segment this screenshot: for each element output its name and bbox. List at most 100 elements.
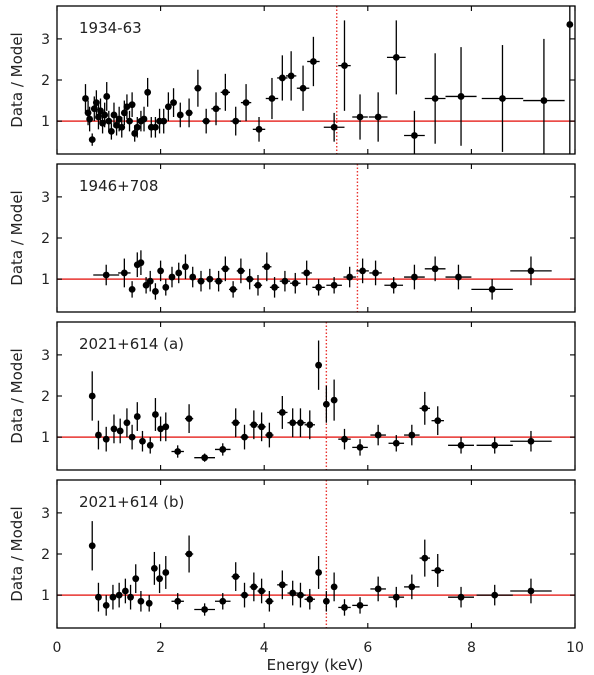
data-point (312, 279, 325, 296)
data-marker (232, 573, 240, 581)
data-marker (128, 433, 136, 441)
data-point (249, 572, 258, 602)
data-point (404, 424, 420, 446)
data-marker (330, 396, 338, 404)
data-marker (201, 454, 209, 462)
data-marker (289, 589, 297, 597)
data-point (123, 94, 131, 120)
data-point (245, 268, 254, 290)
y-tick-label: 1 (41, 588, 50, 604)
y-tick-label: 2 (41, 73, 50, 89)
data-point (95, 582, 102, 612)
data-point (86, 106, 94, 132)
data-marker (185, 415, 193, 423)
data-marker (289, 419, 297, 427)
data-marker (118, 123, 126, 131)
data-point (269, 277, 280, 298)
data-marker (162, 283, 170, 291)
data-point (253, 275, 263, 296)
data-marker (152, 123, 159, 131)
data-point (448, 437, 474, 454)
data-point (202, 108, 211, 134)
data-point (184, 535, 194, 573)
data-marker (434, 417, 442, 425)
data-point (184, 404, 194, 433)
data-point (240, 582, 249, 608)
panel-label: 1934-63 (79, 19, 142, 37)
data-marker (95, 431, 102, 439)
data-point (150, 551, 158, 585)
data-marker (242, 99, 250, 107)
data-point (352, 597, 368, 614)
data-marker (315, 361, 322, 369)
data-marker (162, 423, 170, 431)
data-point (211, 92, 221, 126)
data-marker (157, 267, 165, 275)
panels-group: 1 2 3 1934-63 Data / Model 1 2 3 1946+708 Data / … (8, 5, 576, 629)
data-point (146, 437, 154, 454)
data-point (404, 110, 425, 154)
data-marker (315, 569, 322, 576)
data-point (257, 412, 266, 442)
x-tick-label: 10 (566, 640, 584, 656)
data-marker (411, 132, 418, 139)
data-marker (133, 123, 141, 131)
data-marker (175, 269, 183, 277)
x-tick-label: 2 (156, 640, 165, 656)
data-point (295, 582, 306, 608)
data-marker (110, 425, 118, 433)
data-marker (128, 285, 136, 293)
data-point (189, 266, 197, 288)
data-marker (346, 273, 354, 281)
data-point (523, 38, 565, 154)
data-marker (92, 99, 100, 107)
data-marker (121, 587, 129, 595)
data-point (481, 45, 524, 152)
data-marker (392, 53, 400, 61)
data-marker (241, 433, 248, 441)
data-point (194, 69, 202, 107)
data-marker (491, 441, 499, 449)
data-point (82, 84, 89, 113)
data-marker (88, 136, 96, 144)
panel-plot-area (57, 480, 575, 628)
data-point (214, 593, 231, 610)
data-marker (254, 281, 262, 289)
y-axis-label: Data / Model (8, 348, 26, 443)
data-point (445, 264, 472, 290)
data-point (236, 258, 246, 284)
x-tick-label: 4 (260, 640, 269, 656)
data-point (88, 371, 96, 421)
data-point (102, 426, 110, 452)
y-tick-label: 2 (41, 389, 50, 405)
data-point (137, 591, 145, 612)
data-point (277, 570, 288, 600)
data-point (228, 281, 238, 298)
data-point (330, 379, 338, 421)
data-point (182, 254, 189, 280)
data-point (121, 578, 129, 604)
data-point (109, 584, 117, 610)
data-point (128, 92, 136, 117)
data-marker (421, 554, 429, 562)
data-point (384, 277, 404, 294)
data-marker (271, 283, 278, 291)
data-point (127, 584, 134, 610)
data-point (301, 260, 312, 286)
data-marker (194, 84, 202, 92)
data-marker (303, 269, 311, 277)
data-marker (110, 111, 118, 119)
y-tick-label: 2 (41, 547, 50, 563)
data-marker (145, 599, 153, 607)
data-point (322, 591, 330, 612)
data-point (128, 424, 136, 450)
y-tick-label: 3 (41, 506, 50, 522)
data-marker (265, 597, 273, 605)
data-point (338, 599, 351, 616)
data-marker (299, 84, 307, 92)
data-point (322, 385, 330, 423)
data-marker (330, 281, 338, 289)
data-point (315, 340, 322, 390)
data-point (370, 424, 386, 446)
